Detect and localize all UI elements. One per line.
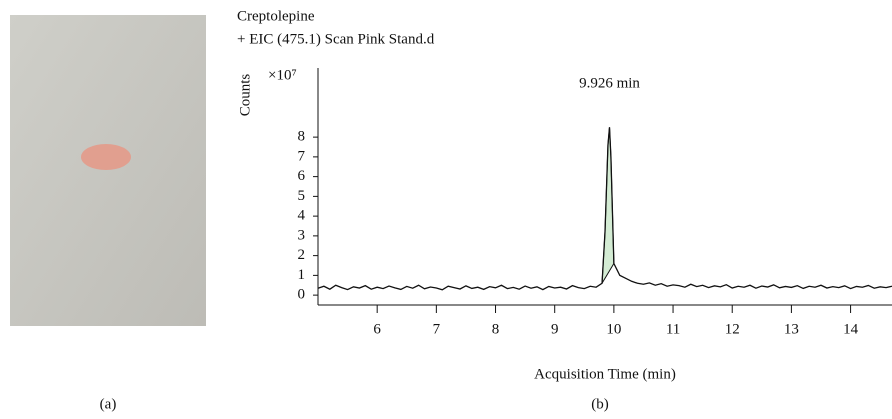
- panel-label: (a): [100, 396, 117, 412]
- trace: [317, 127, 892, 291]
- y-tick-label: 2: [298, 247, 306, 263]
- y-tick-label: 7: [298, 148, 306, 164]
- chart-subtitle: + EIC (475.1) Scan Pink Stand.d: [237, 31, 435, 47]
- x-tick-label: 14: [843, 321, 859, 337]
- x-tick-label: 11: [666, 321, 680, 337]
- x-tick-label: 12: [725, 321, 740, 337]
- y-tick-label: 4: [298, 208, 306, 224]
- y-tick-label: 1: [298, 267, 306, 283]
- y-multiplier: ×10⁷: [268, 67, 297, 83]
- x-tick-label: 8: [492, 321, 500, 337]
- y-tick-label: 6: [298, 168, 306, 184]
- x-tick-label: 9: [551, 321, 559, 337]
- tlc-plate: [10, 15, 206, 326]
- y-tick-label: 5: [298, 188, 306, 204]
- chart-title: Creptolepine: [237, 8, 315, 24]
- panel-label: (b): [591, 396, 609, 412]
- x-tick-label: 6: [373, 321, 381, 337]
- x-tick-label: 13: [784, 321, 799, 337]
- y-tick-label: 0: [298, 287, 306, 303]
- y-tick-label: 3: [298, 227, 306, 243]
- x-tick-label: 10: [606, 321, 621, 337]
- x-axis-label: Acquisition Time (min): [534, 366, 676, 382]
- y-axis-label: Counts: [237, 74, 253, 117]
- pink-spot: [81, 144, 131, 170]
- x-tick-label: 7: [433, 321, 441, 337]
- peak-annotation: 9.926 min: [579, 75, 640, 91]
- y-tick-label: 8: [298, 129, 306, 145]
